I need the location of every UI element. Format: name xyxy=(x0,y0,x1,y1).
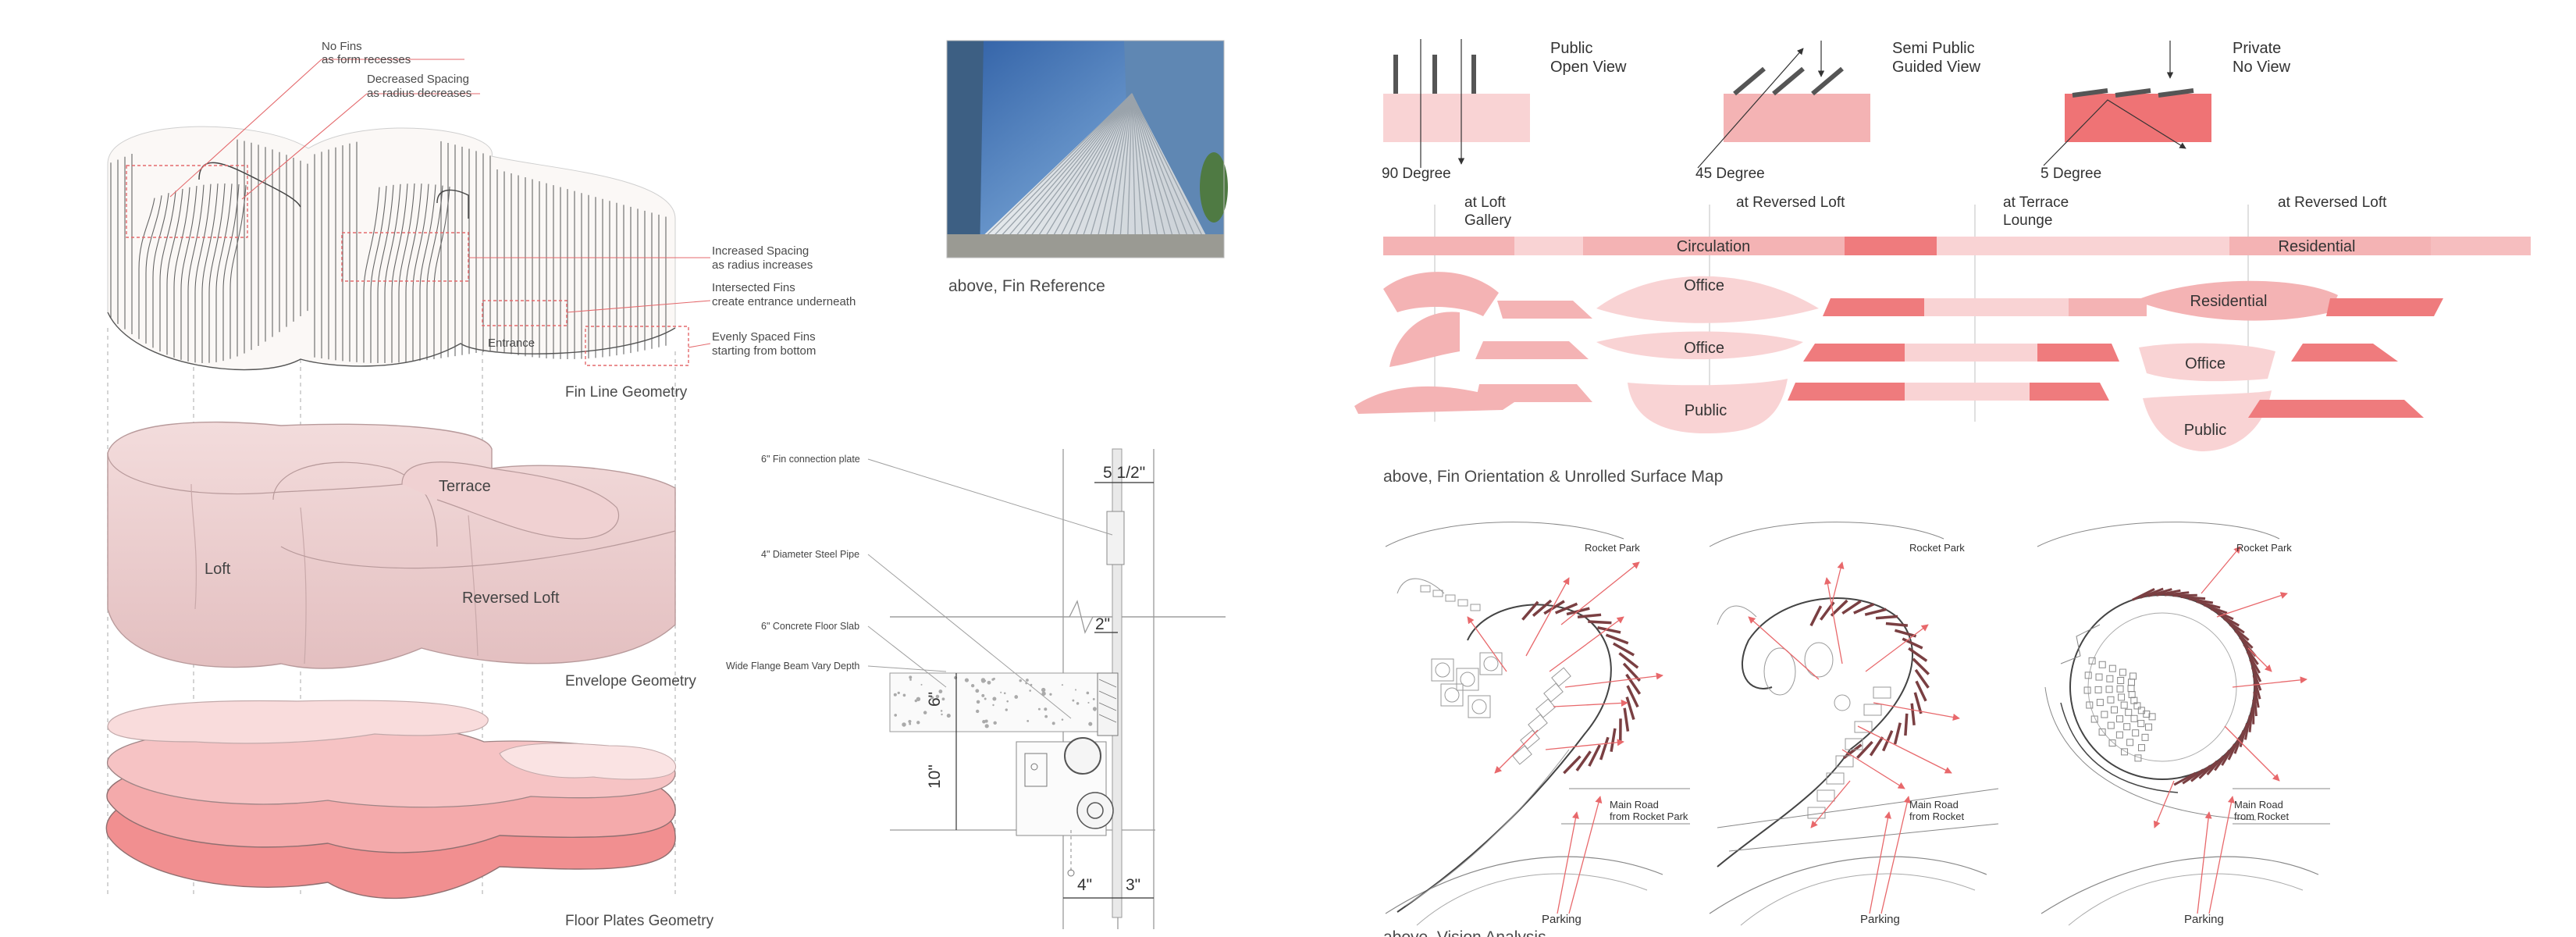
surface-bar: Circulation Residential xyxy=(1383,237,2531,255)
surface-map-caption: above, Fin Orientation & Unrolled Surfac… xyxy=(1383,468,1723,486)
unrolled-surface-map: at Loft Gallery at Reversed Loft at Terr… xyxy=(1354,194,2531,486)
orientation-sub-public: Open View xyxy=(1550,59,1627,76)
bar-label-terrace: at Terrace xyxy=(2003,194,2069,211)
orientation-title-public: Public xyxy=(1550,40,1592,57)
construction-detail: 5 1/2" 2" 6" 10" 4" 3" 6" Fin connection… xyxy=(726,448,1226,929)
zone-public-2: Public xyxy=(2184,422,2226,439)
note-no-fins-sub: as form recesses xyxy=(322,53,411,66)
fin-line-title: Fin Line Geometry xyxy=(565,384,688,401)
bar-label-loft: at Loft xyxy=(1464,194,1507,211)
label-flange-beam: Wide Flange Beam Vary Depth xyxy=(726,661,859,672)
plan-2-parking: Parking xyxy=(1860,913,1900,926)
label-floor-slab: 6" Concrete Floor Slab xyxy=(761,621,859,632)
vision-plans: Rocket Park Main Road from Rocket Park P… xyxy=(1383,522,2330,937)
bar-label-reversed-loft-2: at Reversed Loft xyxy=(2278,194,2387,211)
label-fin-plate: 6" Fin connection plate xyxy=(761,454,860,465)
note-intersected-fins-sub: create entrance underneath xyxy=(712,295,856,308)
plan-1-park: Rocket Park xyxy=(1585,542,1640,554)
dim-10: 10" xyxy=(926,764,944,789)
plan-2-park: Rocket Park xyxy=(1909,542,1965,554)
zone-office-1: Office xyxy=(1684,277,1724,294)
zone-residential: Residential xyxy=(2190,293,2268,310)
floor-plate-4 xyxy=(107,700,489,744)
orientation-swatch-private xyxy=(2065,94,2211,142)
orientation-sub-semi-public: Guided View xyxy=(1892,59,1981,76)
plan-1-road: Main Road xyxy=(1610,799,1659,811)
axon-diagram: No Fins as form recesses Decreased Spaci… xyxy=(105,40,856,929)
orientation-angle-private: 5 Degree xyxy=(2041,166,2101,182)
reversed-loft-label: Reversed Loft xyxy=(462,590,560,607)
plan-1: Rocket Park Main Road from Rocket Park P… xyxy=(1385,522,1690,926)
orientation-title-private: Private xyxy=(2233,40,2281,57)
plan-2-road: Main Road xyxy=(1909,799,1959,811)
dim-2: 2" xyxy=(1095,615,1110,633)
bar-label-terrace-2: Lounge xyxy=(2003,212,2052,229)
plan-2-road-2: from Rocket xyxy=(1909,811,1964,822)
bar-label-loft-2: Gallery xyxy=(1464,212,1512,229)
dim-6: 6" xyxy=(926,692,944,707)
bar-text-residential: Residential xyxy=(2279,238,2356,255)
loft-label: Loft xyxy=(205,561,231,578)
envelope-geometry: Terrace Loft Reversed Loft Envelope Geom… xyxy=(107,421,696,689)
surface-row-2: Office Office xyxy=(1389,312,2398,382)
note-no-fins: No Fins xyxy=(322,40,362,53)
note-decreased-spacing-sub: as radius decreases xyxy=(367,87,471,100)
zone-public-1: Public xyxy=(1685,402,1727,419)
dim-3: 3" xyxy=(1126,876,1140,894)
surface-row-1: Office Residential xyxy=(1383,272,2443,323)
plan-3-road: Main Road xyxy=(2234,799,2283,811)
note-evenly-spaced-sub: starting from bottom xyxy=(712,344,816,358)
plan-1-road-2: from Rocket Park xyxy=(1610,811,1688,822)
label-steel-pipe: 4" Diameter Steel Pipe xyxy=(761,549,859,560)
dim-4: 4" xyxy=(1077,876,1092,894)
zone-office-3: Office xyxy=(2185,355,2226,372)
plan-3-parking: Parking xyxy=(2184,913,2224,926)
orientation-public: Public Open View 90 Degree xyxy=(1382,39,1627,182)
orientation-title-semi-public: Semi Public xyxy=(1892,40,1975,57)
fin-line-geometry: No Fins as form recesses Decreased Spaci… xyxy=(107,40,856,401)
reference-caption: above, Fin Reference xyxy=(948,277,1105,295)
orientation-swatch-semi-public xyxy=(1724,94,1870,142)
bar-text-circulation: Circulation xyxy=(1677,238,1750,255)
entrance-label: Entrance xyxy=(488,337,535,350)
orientation-angle-semi-public: 45 Degree xyxy=(1695,166,1765,182)
zone-office-2: Office xyxy=(1684,340,1724,357)
orientation-swatch-public xyxy=(1383,94,1530,142)
floor-plates-title: Floor Plates Geometry xyxy=(565,913,714,929)
orientation-angle-public: 90 Degree xyxy=(1382,166,1451,182)
bar-label-reversed-loft: at Reversed Loft xyxy=(1736,194,1845,211)
note-increased-spacing-sub: as radius increases xyxy=(712,258,813,272)
terrace-label: Terrace xyxy=(439,478,491,495)
note-evenly-spaced: Evenly Spaced Fins xyxy=(712,330,816,344)
fin-orientation-types: Public Open View 90 Degree Semi Public G… xyxy=(1382,39,2291,182)
envelope-title: Envelope Geometry xyxy=(565,673,696,689)
fin-reference: above, Fin Reference xyxy=(946,40,1228,295)
note-increased-spacing: Increased Spacing xyxy=(712,244,809,258)
plan-2: Rocket Park Main Road from Rocket Parkin… xyxy=(1709,522,1999,926)
orientation-sub-private: No View xyxy=(2233,59,2291,76)
orientation-semi-public: Semi Public Guided View 45 Degree xyxy=(1695,40,1981,182)
plan-1-parking: Parking xyxy=(1542,913,1582,926)
plan-3-road-2: from Rocket xyxy=(2234,811,2289,822)
photo-icon xyxy=(946,40,1228,258)
plan-3-park: Rocket Park xyxy=(2236,542,2292,554)
note-decreased-spacing: Decreased Spacing xyxy=(367,73,469,86)
floor-plates-geometry: Floor Plates Geometry xyxy=(105,700,714,929)
plan-3: Rocket Park Main Road from Rocket Parkin… xyxy=(2037,522,2330,926)
orientation-private: Private No View 5 Degree xyxy=(2041,40,2291,182)
dim-5-1-2: 5 1/2" xyxy=(1103,464,1145,482)
note-intersected-fins: Intersected Fins xyxy=(712,281,795,294)
vision-caption: above, Vision Analysis xyxy=(1383,928,1546,937)
surface-row-3: Public Public xyxy=(1354,379,2424,451)
